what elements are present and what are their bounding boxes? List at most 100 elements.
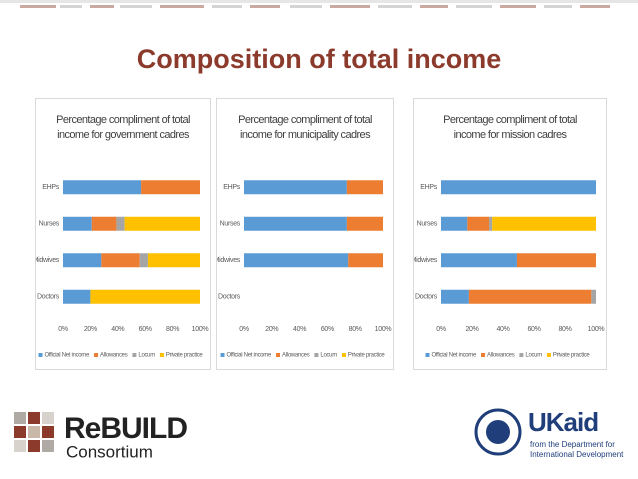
- bar-segment: [63, 253, 102, 268]
- legend-item: Locum: [132, 353, 156, 359]
- legend-swatch: [519, 353, 524, 357]
- y-tick-label: Doctors: [218, 294, 241, 301]
- legend-label: Locum: [138, 353, 155, 359]
- bar-segment: [63, 289, 91, 304]
- chart-panel: Percentage compliment of total income fo…: [35, 98, 211, 370]
- legend-item: Locum: [519, 353, 543, 359]
- bar-segment: [348, 253, 383, 268]
- chart-svg: 0% 20% 40% 60% 80% 100% EHPs Nurses Midwives Doct…: [36, 180, 209, 359]
- x-tick-label: 40%: [293, 326, 306, 333]
- bar-segment: [141, 180, 200, 195]
- x-tick-label: 80%: [166, 326, 179, 333]
- bar-segment: [244, 180, 347, 195]
- legend-item: Allowances: [481, 353, 515, 359]
- legend-item: Private practice: [159, 353, 204, 359]
- legend-label: Private practice: [348, 353, 386, 359]
- y-tick-label: Doctors: [37, 294, 60, 301]
- legend-item: Private practice: [546, 353, 591, 359]
- legend-label: Allowances: [487, 353, 515, 359]
- legend-item: Locum: [314, 353, 338, 359]
- y-tick-label: Midwives: [217, 257, 241, 264]
- legend-swatch: [276, 353, 281, 357]
- y-tick-label: Midwives: [36, 257, 60, 264]
- legend-item: Private practice: [341, 353, 386, 359]
- legend-label: Private practice: [166, 353, 204, 359]
- y-tick-label: Nurses: [220, 221, 241, 228]
- rebuild-logo: ReBUILD Consortium: [14, 412, 188, 461]
- bar-segment: [591, 289, 596, 304]
- legend-swatch: [481, 353, 486, 357]
- y-tick-label: EHPs: [42, 184, 59, 191]
- bar-segment: [90, 289, 200, 304]
- bar-segment: [244, 216, 347, 231]
- x-tick-label: 60%: [321, 326, 334, 333]
- x-tick-label: 60%: [527, 326, 540, 333]
- legend-swatch: [314, 353, 319, 357]
- legend-item: Official Net income: [425, 353, 478, 359]
- y-tick-label: EHPs: [223, 184, 240, 191]
- legend-swatch: [159, 353, 164, 357]
- legend-item: Official Net income: [220, 353, 273, 359]
- chart-panel: Percentage compliment of total income fo…: [216, 98, 394, 370]
- bar-segment: [91, 216, 117, 231]
- legend-label: Locum: [525, 353, 542, 359]
- chart-svg: 0% 20% 40% 60% 80% 100% EHPs Nurses Midwives Doct…: [414, 180, 605, 359]
- bar-segment: [346, 216, 383, 231]
- ukaid-logo: UKaid from the Department for Internatio…: [474, 407, 624, 459]
- legend-label: Allowances: [100, 353, 128, 359]
- x-tick-label: 0%: [58, 326, 68, 333]
- legend-label: Official Net income: [227, 353, 273, 359]
- bar-segment: [516, 253, 596, 268]
- slide-title: Composition of total income: [136, 44, 502, 74]
- chart-title: Percentage compliment of total income fo…: [443, 114, 577, 141]
- bar-segment: [124, 216, 200, 231]
- header-stripes: [0, 0, 638, 8]
- bar-segment: [244, 253, 349, 268]
- y-tick-label: Doctors: [415, 294, 438, 301]
- bar-segment: [101, 253, 140, 268]
- chart-title: Percentage compliment of total income fo…: [56, 114, 190, 141]
- bar-segment: [489, 216, 493, 231]
- x-tick-label: 60%: [139, 326, 152, 333]
- bar-segment: [441, 253, 517, 268]
- x-tick-label: 20%: [265, 326, 278, 333]
- legend-label: Official Net income: [432, 353, 478, 359]
- logo-text: Consortium: [66, 442, 153, 461]
- x-tick-label: 40%: [496, 326, 509, 333]
- logo-text: International Development: [530, 450, 624, 459]
- x-tick-label: 100%: [192, 326, 209, 333]
- bar-segment: [441, 289, 469, 304]
- legend-label: Locum: [320, 353, 337, 359]
- bar-segment: [147, 253, 200, 268]
- logo-text: ReBUILD: [64, 412, 187, 445]
- bar-segment: [139, 253, 148, 268]
- chart-panel: Percentage compliment of total income fo…: [413, 98, 607, 370]
- y-tick-label: EHPs: [420, 184, 437, 191]
- x-tick-label: 80%: [558, 326, 571, 333]
- bar-segment: [116, 216, 125, 231]
- x-tick-label: 20%: [465, 326, 478, 333]
- chart-title: Percentage compliment of total income fo…: [238, 114, 372, 141]
- x-tick-label: 100%: [375, 326, 392, 333]
- legend-swatch: [38, 353, 43, 357]
- legend-item: Official Net income: [38, 353, 91, 359]
- bar-segment: [441, 180, 596, 195]
- bar-segment: [441, 216, 468, 231]
- legend-label: Private practice: [553, 353, 591, 359]
- x-tick-label: 0%: [239, 326, 249, 333]
- legend-item: Allowances: [94, 353, 128, 359]
- y-tick-label: Nurses: [417, 221, 438, 228]
- legend-swatch: [220, 353, 225, 357]
- legend-swatch: [132, 353, 137, 357]
- legend-label: Official Net income: [45, 353, 91, 359]
- x-tick-label: 20%: [84, 326, 97, 333]
- legend-swatch: [546, 353, 551, 357]
- chart-svg: 0% 20% 40% 60% 80% 100% EHPs Nurses Midwives Doct…: [217, 180, 392, 359]
- bar-segment: [467, 216, 490, 231]
- x-tick-label: 80%: [349, 326, 362, 333]
- y-tick-label: Midwives: [414, 257, 438, 264]
- legend-label: Allowances: [282, 353, 310, 359]
- legend-item: Allowances: [276, 353, 310, 359]
- legend-swatch: [341, 353, 346, 357]
- bar-segment: [63, 180, 142, 195]
